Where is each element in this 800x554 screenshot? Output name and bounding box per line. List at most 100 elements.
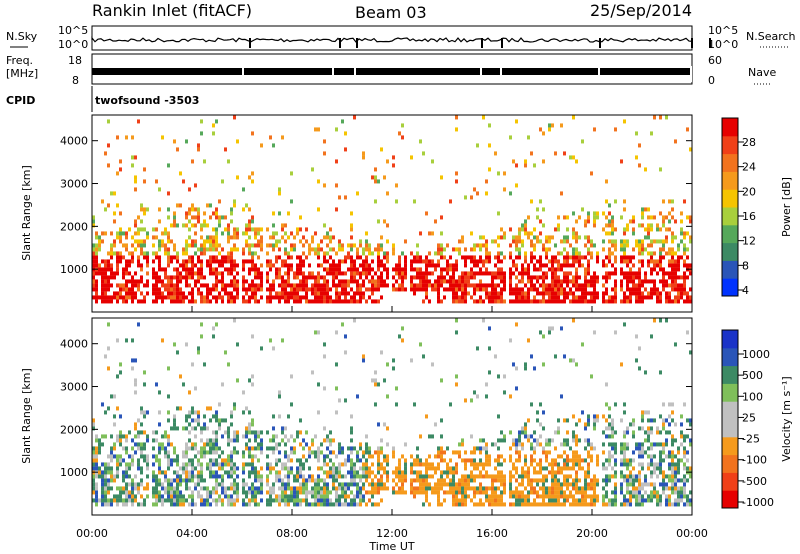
power-cell [683, 275, 686, 280]
power-cell [287, 291, 290, 296]
velocity-cell [503, 502, 506, 507]
power-cell [182, 247, 185, 252]
power-cell [347, 255, 350, 260]
velocity-cell [356, 482, 359, 487]
power-cell [95, 251, 98, 256]
velocity-cell [212, 450, 215, 455]
velocity-cell [659, 470, 662, 475]
velocity-cell [212, 326, 215, 331]
velocity-cell [323, 494, 326, 499]
power-cell [185, 223, 188, 228]
velocity-cell [134, 486, 137, 491]
velocity-cell [197, 418, 200, 423]
power-cell [218, 251, 221, 256]
velocity-cell [539, 330, 542, 335]
velocity-cell [113, 498, 116, 503]
power-cell [470, 295, 473, 300]
power-cell [515, 239, 518, 244]
power-cell [377, 251, 380, 256]
velocity-cell [362, 482, 365, 487]
power-cell [140, 267, 143, 272]
velocity-cell [371, 482, 374, 487]
power-cell [368, 243, 371, 248]
power-cell [155, 283, 158, 288]
colorbar-tick-label: 4 [742, 284, 749, 297]
power-cell [551, 123, 554, 128]
power-cell [95, 247, 98, 252]
velocity-cell [509, 486, 512, 491]
power-cell [656, 271, 659, 276]
velocity-cell [365, 470, 368, 475]
power-cell [341, 259, 344, 264]
power-cell [527, 235, 530, 240]
velocity-cell [119, 434, 122, 439]
power-cell [134, 187, 137, 192]
velocity-cell [515, 498, 518, 503]
power-cell [614, 259, 617, 264]
velocity-cell [554, 474, 557, 479]
power-cell [650, 243, 653, 248]
velocity-cell [335, 386, 338, 391]
power-cell [185, 247, 188, 252]
power-cell [623, 247, 626, 252]
power-cell [392, 275, 395, 280]
power-cell [662, 247, 665, 252]
velocity-cell [95, 462, 98, 467]
power-cell [260, 235, 263, 240]
velocity-cell [185, 442, 188, 447]
power-cell [653, 283, 656, 288]
power-cell [212, 243, 215, 248]
power-cell [212, 295, 215, 300]
power-cell [251, 227, 254, 232]
power-cell [440, 255, 443, 260]
velocity-cell [245, 426, 248, 431]
power-cell [635, 295, 638, 300]
velocity-cell [449, 478, 452, 483]
power-cell [554, 243, 557, 248]
velocity-cell [521, 466, 524, 471]
power-cell [362, 283, 365, 288]
velocity-cell [215, 438, 218, 443]
velocity-cell [416, 470, 419, 475]
power-cell [560, 263, 563, 268]
power-cell [464, 279, 467, 284]
velocity-cell [602, 498, 605, 503]
power-cell [380, 263, 383, 268]
velocity-cell [470, 450, 473, 455]
velocity-cell [674, 462, 677, 467]
power-cell [194, 223, 197, 228]
power-cell [224, 291, 227, 296]
power-cell [671, 263, 674, 268]
power-cell [131, 291, 134, 296]
power-cell [386, 159, 389, 164]
velocity-cell [362, 466, 365, 471]
cpid-program: twofsound -3503 [95, 94, 199, 107]
power-cell [296, 295, 299, 300]
velocity-cell [125, 438, 128, 443]
power-cell [314, 247, 317, 252]
power-cell [182, 251, 185, 256]
power-cell [356, 291, 359, 296]
power-cell [425, 291, 428, 296]
velocity-cell [575, 478, 578, 483]
velocity-cell [656, 462, 659, 467]
velocity-cell [215, 450, 218, 455]
velocity-cell [500, 494, 503, 499]
velocity-cell [284, 462, 287, 467]
velocity-cell [146, 482, 149, 487]
velocity-cell [119, 494, 122, 499]
velocity-cell [233, 430, 236, 435]
velocity-cell [527, 470, 530, 475]
power-cell [155, 275, 158, 280]
velocity-cell [488, 462, 491, 467]
velocity-cell [584, 490, 587, 495]
velocity-cell [632, 450, 635, 455]
power-cell [686, 295, 689, 300]
velocity-cell [371, 454, 374, 459]
velocity-cell [185, 414, 188, 419]
power-cell [287, 235, 290, 240]
velocity-cell [356, 494, 359, 499]
velocity-cell [344, 482, 347, 487]
velocity-cell [437, 478, 440, 483]
velocity-cell [614, 430, 617, 435]
